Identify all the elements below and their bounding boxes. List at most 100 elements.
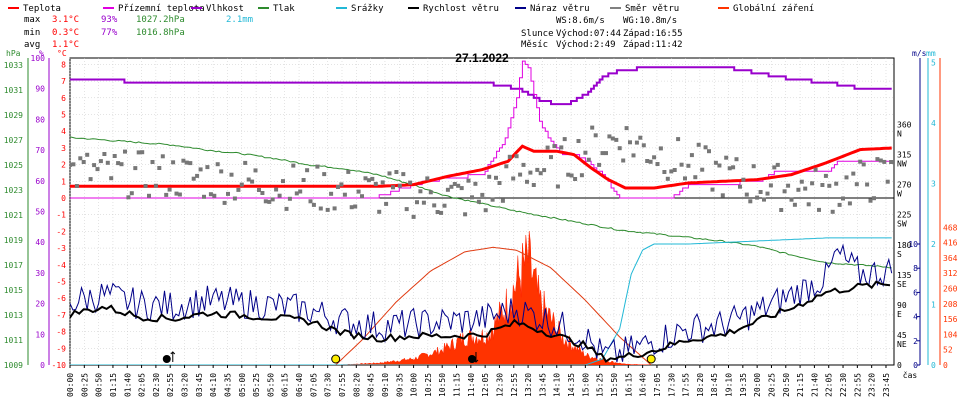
- tick-hpa-9: 1015: [4, 286, 23, 295]
- x-tick-29: 12:05: [481, 373, 490, 397]
- tick-temp-3: 5: [61, 111, 66, 120]
- wind-direction-dot: [878, 158, 883, 163]
- tick-ms-0: 10: [908, 240, 918, 249]
- wind-direction-dot: [318, 206, 323, 211]
- wind-direction-dot: [291, 163, 296, 168]
- wind-direction-dot: [617, 146, 622, 151]
- legend-label-3: Tlak: [273, 4, 295, 14]
- tick-hpa-4: 1025: [4, 161, 23, 170]
- tick-wm2-1: 416: [943, 239, 958, 248]
- tick-pct-4: 60: [35, 177, 45, 186]
- tick-pct-0: 100: [31, 54, 46, 63]
- tick-temp-10: -2: [56, 227, 66, 236]
- wind-direction-dot: [837, 202, 842, 207]
- tick-hpa-6: 1021: [4, 211, 23, 220]
- grid: [69, 57, 895, 366]
- wind-direction-dot: [604, 151, 608, 156]
- wind-direction-dot: [164, 192, 169, 197]
- wind-direction-dot: [500, 198, 505, 203]
- tick-temp-15: -7: [56, 311, 66, 320]
- wind-direction-dot: [222, 200, 227, 205]
- wind-direction-dot: [796, 187, 801, 192]
- wind-direction-dot: [490, 197, 495, 202]
- wind-direction-dot: [734, 157, 739, 162]
- stats-max-hum: 93%: [101, 15, 118, 25]
- info-panel: WS:8.6m/s WG:10.8m/s Slunce Východ:07:44 Záp…: [521, 16, 683, 50]
- sunrise-marker: [331, 354, 341, 364]
- wind-direction-dot: [257, 188, 261, 192]
- wind-direction-dot: [724, 155, 729, 160]
- legend-label-8: Globální záření: [733, 4, 814, 14]
- wind-direction-dot: [562, 137, 567, 142]
- info-sun-rise: Východ:07:44: [556, 29, 621, 39]
- x-tick-21: 08:45: [367, 373, 376, 397]
- wind-direction-dot: [329, 191, 334, 196]
- wind-direction-dot: [483, 208, 488, 213]
- wind-direction-dot: [555, 184, 560, 189]
- wind-direction-dot: [387, 171, 392, 176]
- wind-direction-dot: [123, 149, 127, 154]
- x-tick-37: 15:25: [596, 373, 605, 397]
- wind-direction-dot: [683, 176, 687, 181]
- wind-direction-dot: [401, 172, 406, 177]
- wind-direction-dot: [854, 182, 859, 187]
- x-tick-54: 22:30: [839, 373, 848, 397]
- wind-direction-dot: [322, 172, 327, 177]
- stats-max-label: max: [24, 15, 41, 25]
- wind-direction-dot: [184, 160, 189, 165]
- wind-direction-dot: [731, 165, 736, 170]
- x-tick-1: 00:25: [80, 373, 89, 397]
- tick-ms-3: 4: [913, 313, 918, 322]
- wind-direction-dot: [868, 198, 873, 203]
- wind-direction-dot: [459, 186, 464, 191]
- wind-direction-dot: [713, 160, 718, 165]
- tick-temp-1: 7: [61, 77, 66, 86]
- x-tick-53: 22:05: [825, 373, 834, 397]
- wind-direction-dot: [827, 183, 832, 188]
- x-tick-49: 20:25: [767, 373, 776, 397]
- wind-direction-dot: [188, 161, 193, 166]
- wind-direction-dot: [380, 180, 385, 185]
- tick-pct-5: 50: [35, 208, 45, 217]
- tick-pct-1: 90: [35, 85, 45, 94]
- tick-wm2-8: 52: [943, 346, 953, 355]
- wind-direction-dot: [232, 196, 237, 201]
- wind-direction-dot: [610, 136, 615, 141]
- axis-hpa-unit: hPa: [6, 49, 21, 58]
- tick-temp-18: -10: [52, 361, 67, 370]
- tick-temp-6: 2: [61, 161, 66, 170]
- wind-direction-dot: [583, 150, 588, 155]
- wind-direction-dot: [521, 162, 526, 167]
- wind-direction-dot: [452, 182, 457, 186]
- wind-direction-dot: [418, 189, 423, 194]
- wind-direction-dot: [569, 173, 574, 178]
- wind-direction-dot: [696, 142, 701, 147]
- wind-direction-dot: [442, 203, 447, 208]
- wind-direction-dot: [250, 179, 255, 184]
- tick-mm-2: 3: [931, 180, 936, 189]
- wind-direction-dot: [511, 176, 516, 181]
- x-tick-2: 00:50: [95, 373, 104, 397]
- x-tick-9: 03:45: [195, 373, 204, 397]
- x-tick-22: 09:10: [381, 373, 390, 397]
- tick-dir-2: 270: [897, 181, 912, 190]
- wind-direction-dot: [394, 170, 399, 174]
- tick-dir-5: 135: [897, 271, 912, 280]
- wind-direction-dot: [408, 180, 413, 185]
- wind-direction-dot: [885, 179, 890, 184]
- wind-direction-dot: [88, 177, 93, 182]
- tick-hpa-3: 1027: [4, 136, 23, 145]
- axis-pct-unit: %: [39, 49, 44, 58]
- wind-direction-dot: [445, 187, 450, 192]
- tick-dir-4: 180: [897, 241, 912, 250]
- wind-direction-dot: [476, 199, 481, 204]
- x-tick-51: 21:15: [796, 373, 805, 397]
- tick-temp-17: -9: [56, 344, 66, 353]
- wind-direction-dot: [865, 182, 870, 187]
- wind-direction-dot: [160, 154, 165, 159]
- wind-direction-dot: [841, 196, 845, 201]
- plot-frame: [69, 57, 895, 366]
- wind-direction-dot: [648, 159, 653, 164]
- tick-temp-5: 3: [61, 144, 66, 153]
- wind-direction-dot: [71, 162, 76, 167]
